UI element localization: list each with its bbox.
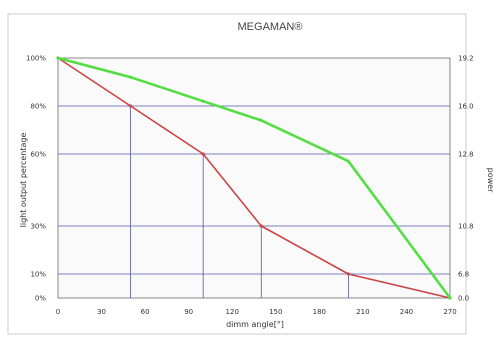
y-tick-label: 100% — [26, 55, 46, 63]
series-layer — [56, 56, 452, 300]
x-tick-label: 0 — [56, 308, 60, 316]
x-tick-label: 210 — [356, 308, 369, 316]
x-axis-label: dimm angle[°] — [226, 320, 284, 329]
x-tick-label: 150 — [269, 308, 282, 316]
y-tick-label: 0% — [35, 295, 46, 303]
x-tick-label: 120 — [226, 308, 239, 316]
data-point — [128, 75, 133, 79]
y2-tick-label: 19.2 — [458, 55, 474, 63]
y-tick-label: 60% — [30, 151, 46, 159]
y-tick-label: 30% — [30, 223, 46, 231]
y2-tick-label: 12.8 — [458, 151, 474, 159]
data-point — [201, 152, 205, 156]
x-tick-label: 240 — [400, 308, 413, 316]
y2-tick-label: 16.0 — [458, 103, 474, 111]
data-point — [346, 159, 350, 163]
tick-labels: 100% 80% 60% 30% 10% 0% 19.2 16.0 12.8 10.8 6.8 0.0… — [26, 55, 474, 317]
data-point — [56, 56, 60, 60]
x-tick-label: 180 — [313, 308, 326, 316]
y2-tick-label: 6.8 — [458, 271, 469, 279]
y-axis-label: light output percentage — [19, 133, 28, 228]
x-tick-label: 270 — [443, 308, 456, 316]
y-tick-label: 10% — [30, 271, 46, 279]
y2-tick-label: 0.0 — [458, 295, 469, 303]
data-point — [259, 118, 263, 122]
series-line — [57, 57, 451, 299]
series-line — [57, 56, 452, 299]
x-tick-label: 30 — [97, 308, 106, 316]
y2-axis-label: power — [486, 168, 495, 193]
x-tick-label: 60 — [141, 308, 150, 316]
data-point — [346, 272, 350, 276]
grid-layer — [58, 105, 450, 275]
data-point — [448, 296, 452, 300]
y2-tick-label: 10.8 — [458, 223, 474, 231]
plot-area — [57, 57, 451, 299]
data-point — [128, 104, 133, 108]
x-tick-label: 90 — [184, 308, 193, 316]
drop-lines — [130, 106, 349, 298]
data-point — [259, 224, 263, 228]
data-point — [201, 99, 205, 103]
y-tick-label: 80% — [30, 103, 46, 111]
chart-title: MEGAMAN® — [238, 21, 303, 33]
